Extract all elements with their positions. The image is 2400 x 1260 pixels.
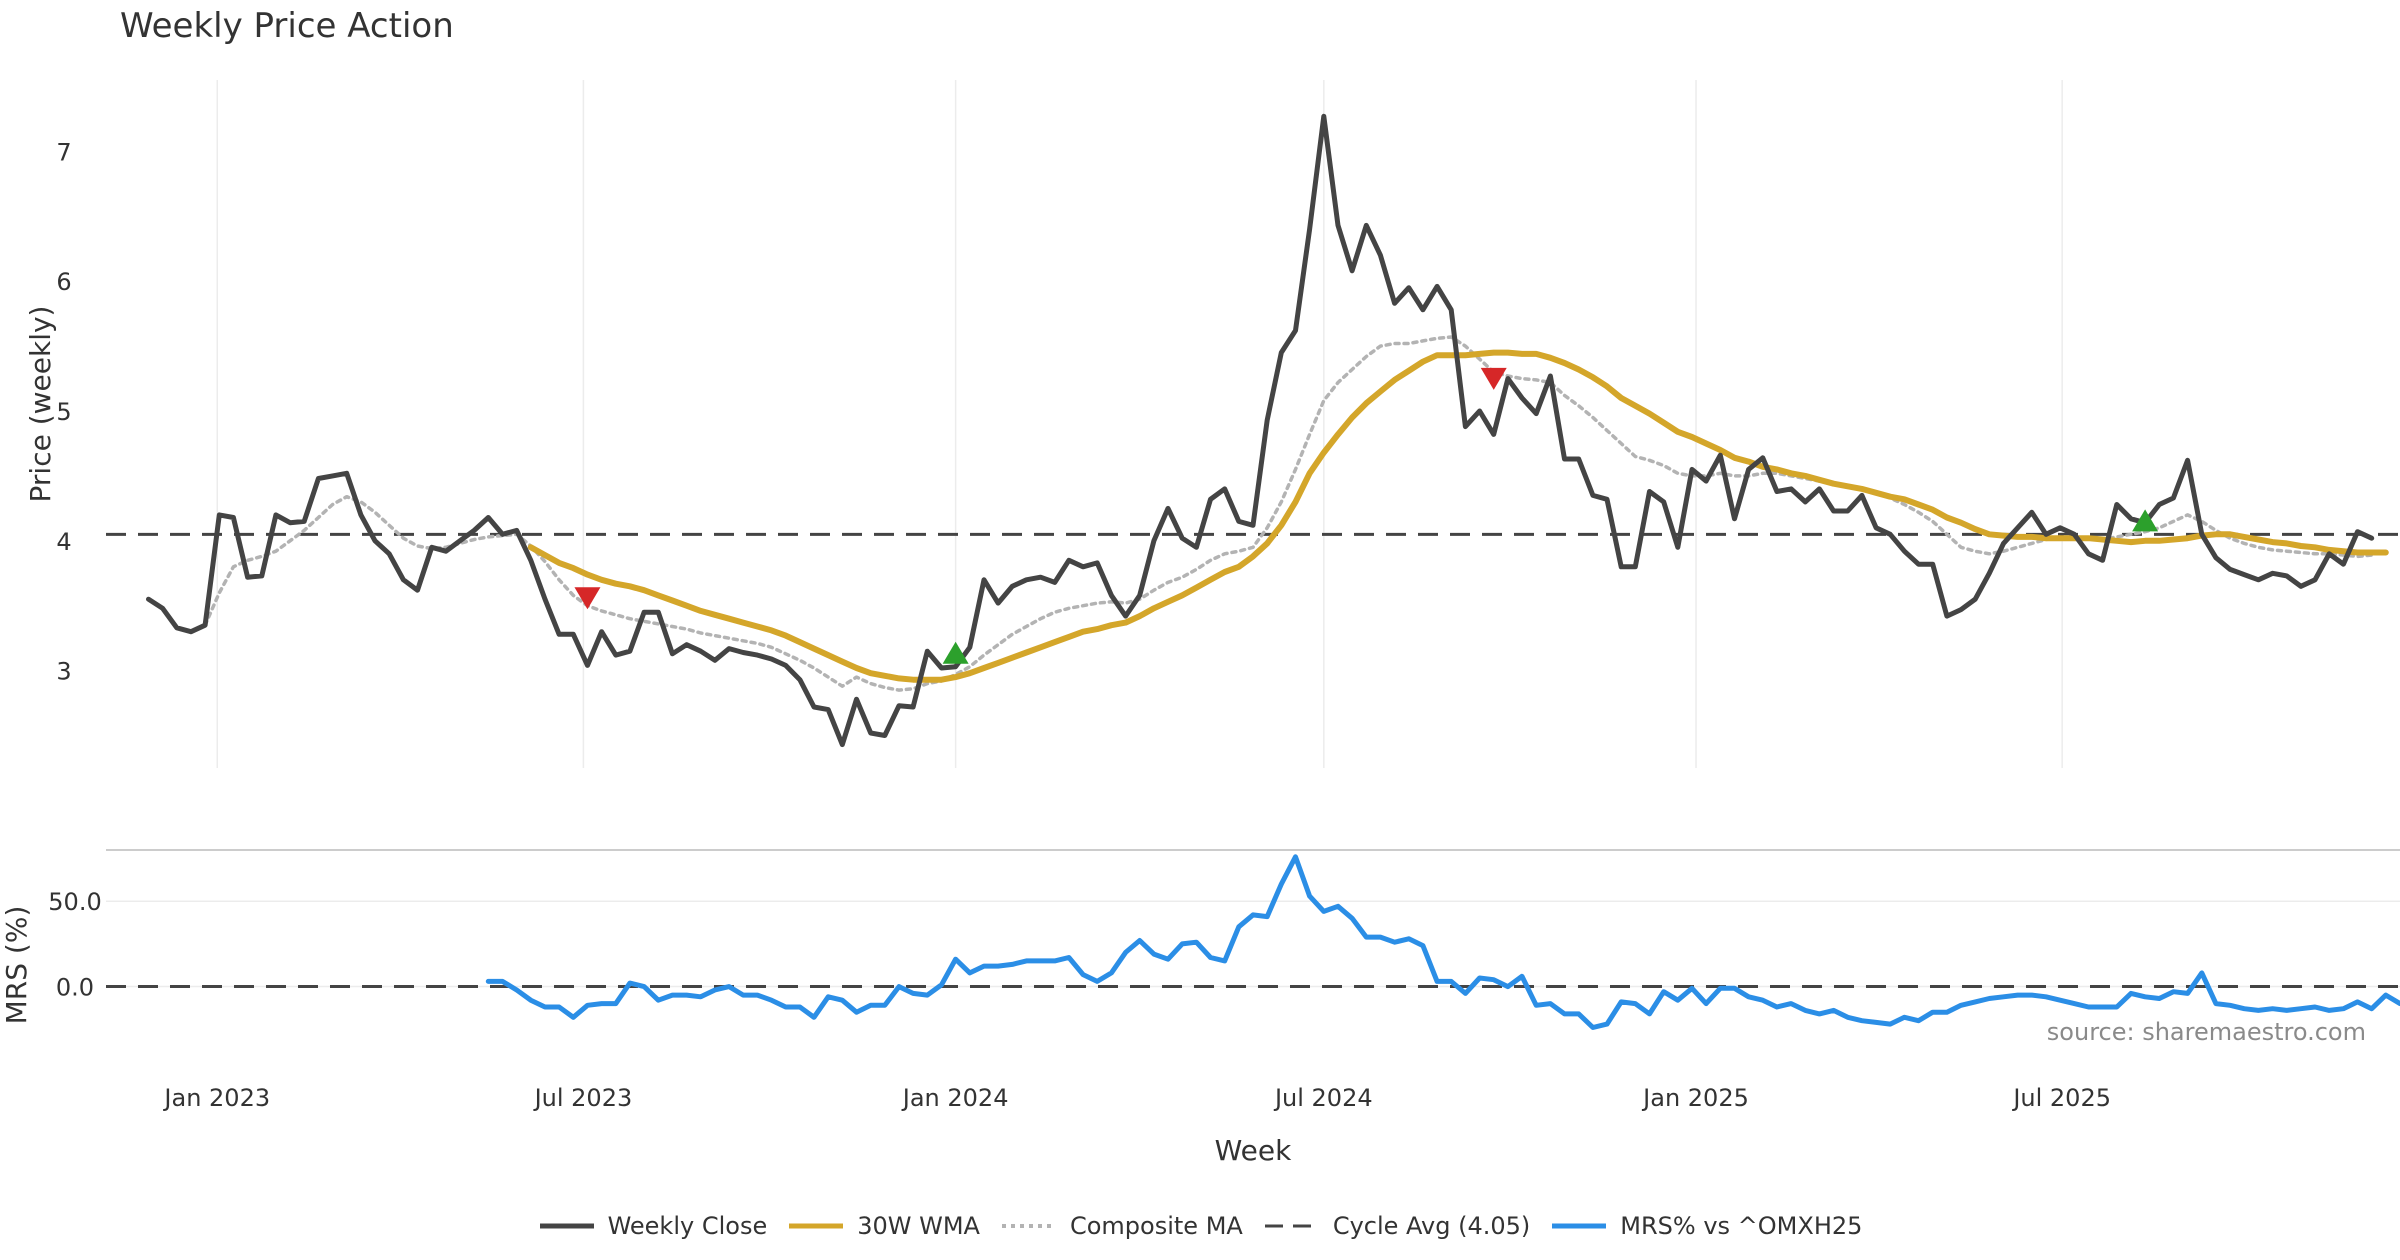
y-tick-label: 4 [56, 528, 71, 556]
legend-swatch-cycle-avg [1264, 1224, 1319, 1228]
legend-label-composite-ma: Composite MA [1069, 1212, 1243, 1240]
legend-item-30w-wma: 30W WMA [787, 1212, 980, 1240]
y-tick-label: 6 [56, 268, 71, 296]
legend-label-cycle-avg: Cycle Avg (4.05) [1332, 1212, 1531, 1240]
x-tick-label: Jan 2025 [1641, 1084, 1749, 1112]
x-tick-label: Jul 2024 [1273, 1084, 1373, 1112]
legend-item-composite-ma: Composite MA [1000, 1212, 1243, 1240]
sell-marker [574, 587, 601, 610]
x-tick-label: Jan 2023 [162, 1084, 270, 1112]
mrs-tick-label: 50.0 [48, 888, 101, 916]
x-tick-label: Jul 2023 [533, 1084, 633, 1112]
y-axis-label: Price (weekly) [24, 306, 57, 503]
legend-label-weekly-close: Weekly Close [607, 1212, 768, 1240]
legend-item-weekly-close: Weekly Close [538, 1212, 768, 1240]
wma-30w-line [527, 349, 2389, 683]
legend-swatch-mrs [1552, 1223, 1607, 1229]
buy-marker [942, 641, 969, 664]
mrs-tick-label: 0.0 [56, 974, 94, 1002]
x-axis-label: Week [1215, 1134, 1292, 1167]
legend-label-30w-wma: 30W WMA [857, 1212, 980, 1240]
legend-label-mrs: MRS% vs ^OMXH25 [1620, 1212, 1863, 1240]
composite-ma-line [203, 335, 2374, 692]
buy-marker [2132, 509, 2159, 532]
legend-swatch-weekly-close [539, 1223, 594, 1229]
x-tick-label: Jul 2025 [2011, 1084, 2111, 1112]
weekly-close-line [146, 113, 2375, 748]
mrs-line [485, 854, 2400, 1030]
sell-marker [1480, 367, 1507, 390]
legend-swatch-composite-ma [1001, 1224, 1056, 1228]
mrs-axis-label: MRS (%) [0, 906, 33, 1025]
legend-item-mrs: MRS% vs ^OMXH25 [1550, 1212, 1862, 1240]
chart-title: Weekly Price Action [120, 6, 454, 46]
y-tick-label: 5 [56, 398, 71, 426]
source-watermark: source: sharemaestro.com [2046, 1018, 2366, 1046]
legend-item-cycle-avg: Cycle Avg (4.05) [1263, 1212, 1530, 1240]
legend-swatch-30w-wma [789, 1223, 844, 1229]
legend: Weekly Close 30W WMA Composite MA Cycle … [0, 1212, 2400, 1240]
y-tick-label: 7 [56, 138, 71, 166]
y-tick-label: 3 [56, 658, 71, 686]
x-tick-label: Jan 2024 [901, 1084, 1009, 1112]
